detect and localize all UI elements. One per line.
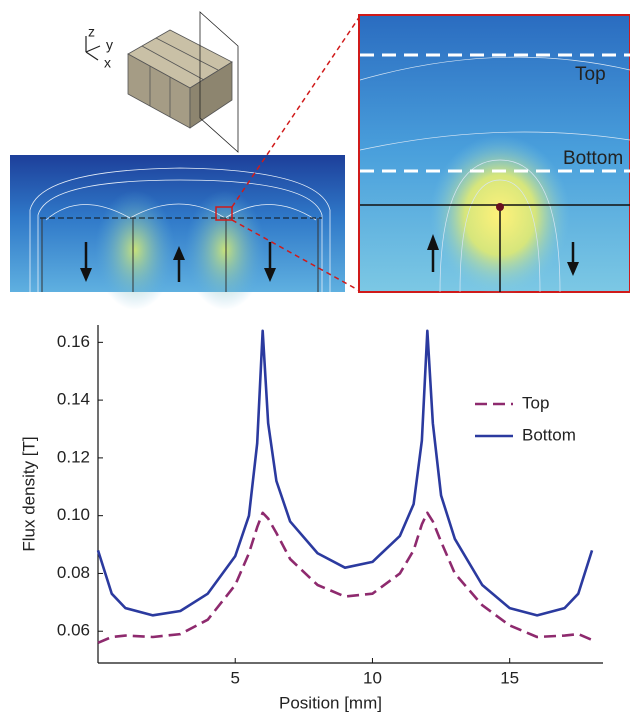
y-tick-label: 0.10 <box>57 505 90 524</box>
axis-label: y <box>106 37 113 53</box>
legend-label: Top <box>522 393 549 412</box>
legend-label: Bottom <box>522 425 576 444</box>
zoom-label: Top <box>575 64 606 85</box>
x-tick-label: 15 <box>500 668 519 687</box>
y-axis-label: Flux density [T] <box>19 436 38 551</box>
field-panel <box>10 155 345 292</box>
x-axis-label: Position [mm] <box>279 693 382 712</box>
magnet-blocks <box>128 12 238 152</box>
x-tick-label: 10 <box>363 668 382 687</box>
x-tick-label: 5 <box>230 668 239 687</box>
series-line <box>98 513 592 643</box>
plot: 0.06 0.08 0.10 0.12 0.14 0.16 5 10 15 Position [m… <box>19 325 603 712</box>
y-tick-label: 0.16 <box>57 332 90 351</box>
figure: z y x <box>0 0 630 716</box>
y-tick-label: 0.12 <box>57 447 90 466</box>
axis-label: z <box>88 24 95 40</box>
y-tick-label: 0.06 <box>57 621 90 640</box>
singularity <box>496 203 504 211</box>
illustration: z y x <box>10 12 630 310</box>
field-glow <box>185 190 265 310</box>
y-tick-label: 0.08 <box>57 563 90 582</box>
zoom-label: Bottom <box>563 148 623 169</box>
y-tick-label: 0.14 <box>57 390 90 409</box>
series-line <box>98 331 592 616</box>
axis-label: x <box>104 55 111 71</box>
